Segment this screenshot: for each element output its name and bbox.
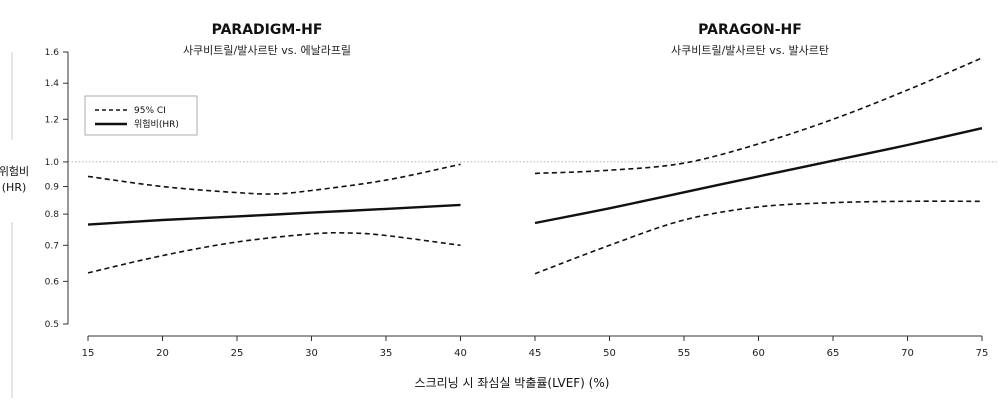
x-tick-label: 20 <box>156 348 169 359</box>
x-tick-label: 15 <box>82 348 95 359</box>
y-tick-label: 1.0 <box>45 158 60 168</box>
x-tick-label: 50 <box>603 348 616 359</box>
panel1-series-ci-2 <box>87 231 461 274</box>
panel2-title: PARAGON-HF <box>698 22 802 38</box>
x-axis-label: 스크리닝 시 좌심실 박출률(LVEF) (%) <box>415 376 610 390</box>
panel2-subtitle: 사쿠비트릴/발사르탄 vs. 발사르탄 <box>671 44 829 57</box>
series-layer <box>87 57 983 275</box>
y-tick-label: 1.6 <box>45 48 60 58</box>
y-tick-label: 1.4 <box>45 79 60 89</box>
y-tick-label: 0.9 <box>45 183 60 193</box>
y-tick-label: 0.7 <box>45 241 59 251</box>
x-tick-label: 55 <box>678 348 691 359</box>
x-tick-label: 35 <box>380 348 393 359</box>
panel1-series-hr-0 <box>87 203 461 226</box>
x-tick-label: 40 <box>454 348 467 359</box>
legend-box <box>84 95 198 136</box>
panel1-title: PARADIGM-HF <box>212 22 323 38</box>
x-tick-label: 30 <box>305 348 318 359</box>
panel2-series-hr-0 <box>534 127 983 225</box>
legend-label-ci: 95% CI <box>134 106 166 116</box>
y-axis-label-line1: 위험비 <box>0 165 29 178</box>
y-tick-label: 1.2 <box>45 115 59 125</box>
x-tick-label: 65 <box>827 348 840 359</box>
panel1-subtitle: 사쿠비트릴/발사르탄 vs. 에날라프릴 <box>183 44 351 57</box>
x-tick-label: 70 <box>901 348 914 359</box>
panel2-series-ci-2 <box>534 200 983 275</box>
y-axis-label-line2: (HR) <box>2 181 27 194</box>
x-tick-label: 45 <box>529 348 542 359</box>
x-tick-label: 75 <box>976 348 989 359</box>
grid-layer <box>11 52 998 398</box>
y-tick-label: 0.6 <box>45 277 60 287</box>
panel1-series-ci-1 <box>87 163 461 195</box>
y-tick-label: 0.8 <box>45 210 60 220</box>
y-tick-label: 0.5 <box>45 320 59 330</box>
panel2-series-ci-1 <box>534 57 983 175</box>
x-tick-label: 60 <box>752 348 765 359</box>
legend-label-hr: 위험비(HR) <box>134 119 179 130</box>
x-tick-label: 25 <box>231 348 244 359</box>
axes-layer: 0.5 0.6 0.7 0.8 0.9 1.0 1.2 1.4 1.6 15 20 25 30 35 40 4… <box>45 48 989 359</box>
legend: 95% CI 위험비(HR) <box>84 95 198 136</box>
